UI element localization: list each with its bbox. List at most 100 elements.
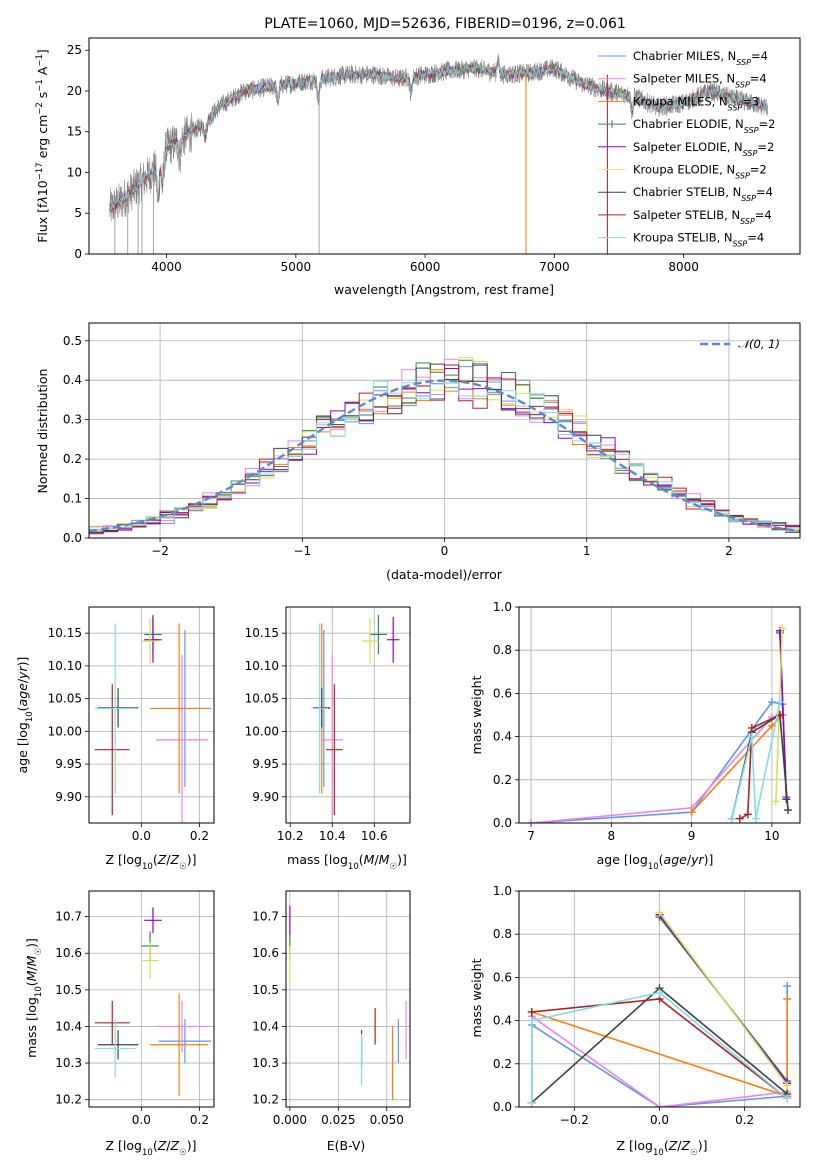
errorbar-point-salpeter_stelib bbox=[94, 684, 130, 816]
mass-weight-marker bbox=[655, 1103, 664, 1107]
x-tick-label: 10 bbox=[764, 829, 779, 843]
hist-ylabel: Normed distribution bbox=[35, 369, 50, 494]
mass-weight-marker bbox=[527, 1016, 536, 1025]
errorbar-point-kroupa_stelib bbox=[94, 623, 136, 794]
y-tick-label: 10.6 bbox=[252, 946, 279, 960]
model-spectrum-kroupa_stelib bbox=[109, 58, 768, 210]
x-tick-label: 0.0 bbox=[132, 829, 151, 843]
errorbar-point-chabrier_miles bbox=[158, 1019, 212, 1064]
figure-title: PLATE=1060, MJD=52636, FIBERID=0196, z=0… bbox=[264, 16, 626, 32]
mwZ-xlabel: Z [log10(Z/Z☉)] bbox=[617, 1138, 708, 1158]
errorbar-point-salpeter_miles bbox=[155, 1000, 209, 1053]
x-tick-label: 0.2 bbox=[735, 1113, 754, 1127]
mass-weight-line-salpeter_stelib bbox=[739, 714, 781, 820]
spectrum-xlabel: wavelength [Angstrom, rest frame] bbox=[334, 282, 554, 297]
massZ-ylabel: mass [log10(M/M☉)] bbox=[24, 938, 44, 1058]
x-tick-label: 4000 bbox=[151, 260, 182, 274]
ageZ-ylabel: age [log10(age/yr)] bbox=[15, 657, 35, 774]
mass-weight-marker bbox=[783, 995, 792, 1003]
y-tick-label: 10.2 bbox=[55, 1093, 82, 1107]
mass-weight-line-kroupa_elodie bbox=[658, 912, 788, 1086]
y-tick-label: 10.7 bbox=[55, 910, 82, 924]
y-tick-label: 0.2 bbox=[493, 1057, 512, 1071]
normal-curve bbox=[89, 379, 800, 533]
y-tick-label: 10.6 bbox=[55, 946, 82, 960]
errorbar-point-chabrier_elodie bbox=[370, 614, 387, 655]
mass-weight-marker bbox=[767, 698, 776, 707]
y-tick-label: 10.3 bbox=[252, 1056, 279, 1070]
mass-weight-marker bbox=[527, 1098, 536, 1107]
y-tick-label: 10.5 bbox=[55, 983, 82, 997]
mass-weight-marker bbox=[735, 814, 744, 823]
y-tick-label: 10.5 bbox=[252, 983, 279, 997]
x-tick-label: 10.6 bbox=[361, 829, 388, 843]
y-tick-label: 9.95 bbox=[252, 757, 279, 771]
spectrum-legend: Chabrier MILES, NSSP=4 Salpeter MILES, NS… bbox=[598, 49, 775, 248]
x-tick-label: 0.025 bbox=[321, 1113, 355, 1127]
y-tick-label: 0.4 bbox=[493, 1014, 512, 1028]
x-tick-label: 9 bbox=[688, 829, 696, 843]
hist-legend-label: 𝒩(0, 1) bbox=[738, 337, 780, 351]
mass-weight-vs-metallicity-panel: −0.2 0.0 0.2 0.0 0.2 0.4 0.6 0.8 1.0 bbox=[493, 884, 801, 1127]
mass-weight-marker bbox=[775, 698, 784, 707]
errorbar-point-kroupa_miles bbox=[150, 993, 209, 1097]
mass-weight-marker bbox=[783, 982, 792, 991]
legend-entry: Chabrier STELIB, NSSP=4 bbox=[633, 185, 773, 203]
mwAge-xlabel: age [log10(age/yr)] bbox=[597, 852, 714, 872]
y-tick-label: 10.00 bbox=[48, 724, 82, 738]
mass-vs-metallicity-panel: 0.0 0.2 10.2 10.3 10.4 10.5 10.6 10.7 bbox=[55, 890, 215, 1127]
y-tick-label: 0.5 bbox=[63, 334, 82, 348]
legend-entry: Kroupa MILES, NSSP=3 bbox=[633, 94, 759, 112]
mass-weight-marker bbox=[747, 732, 756, 741]
mass-weight-marker bbox=[751, 814, 760, 823]
mass-weight-marker bbox=[743, 810, 752, 819]
mass-weight-marker bbox=[778, 624, 787, 633]
y-tick-label: 0.1 bbox=[63, 492, 82, 506]
y-tick-label: 0.3 bbox=[63, 413, 82, 427]
mass-weight-marker bbox=[783, 1081, 792, 1090]
axes-frame bbox=[88, 890, 215, 1108]
y-tick-label: 0.4 bbox=[63, 373, 82, 387]
legend-entry: Salpeter STELIB, NSSP=4 bbox=[633, 208, 772, 226]
x-tick-label: 6000 bbox=[410, 260, 441, 274]
errorbar-point-kroupa_stelib bbox=[94, 1019, 136, 1078]
age-vs-metallicity-panel: 0.0 0.2 9.90 9.95 10.00 10.05 10.10 10.15 bbox=[48, 606, 215, 843]
mass-weight-marker bbox=[527, 819, 536, 823]
x-tick-label: 0.0 bbox=[650, 1113, 669, 1127]
errorbar-point-salpeter_stelib bbox=[325, 684, 343, 816]
x-tick-label: −0.2 bbox=[560, 1113, 589, 1127]
errorbar-point-salpeter_elodie bbox=[144, 907, 162, 934]
y-tick-label: 0.0 bbox=[493, 1100, 512, 1114]
y-tick-label: 10.05 bbox=[48, 692, 82, 706]
mass-weight-marker bbox=[655, 908, 664, 917]
y-tick-label: 0.6 bbox=[493, 970, 512, 984]
y-tick-label: 0.0 bbox=[493, 816, 512, 830]
x-tick-label: 0.050 bbox=[370, 1113, 404, 1127]
y-tick-label: 10.3 bbox=[55, 1056, 82, 1070]
y-tick-label: 0.8 bbox=[493, 643, 512, 657]
legend-entry: Salpeter MILES, NSSP=4 bbox=[633, 72, 767, 90]
y-tick-label: 10.00 bbox=[245, 724, 279, 738]
y-tick-label: 9.95 bbox=[55, 757, 82, 771]
mass-weight-line-chabrier_miles bbox=[530, 701, 783, 823]
x-tick-label: 0.0 bbox=[132, 1113, 151, 1127]
axes-frame bbox=[518, 890, 801, 1108]
x-tick-label: 8 bbox=[608, 829, 616, 843]
y-tick-label: 0.0 bbox=[63, 531, 82, 545]
mass-weight-line-kroupa_stelib bbox=[731, 701, 781, 819]
mass-weight-marker bbox=[527, 1007, 536, 1016]
x-tick-label: 0.2 bbox=[190, 829, 209, 843]
x-tick-label: 2 bbox=[725, 544, 733, 558]
errorbar-point-salpeter_elodie bbox=[386, 616, 400, 663]
massZ-xlabel: Z [log10(Z/Z☉)] bbox=[106, 1138, 197, 1158]
errorbar-point-chabrier_stelib bbox=[97, 1030, 139, 1060]
y-tick-label: 0.2 bbox=[63, 452, 82, 466]
y-tick-label: 0.8 bbox=[493, 927, 512, 941]
x-tick-label: −1 bbox=[293, 544, 311, 558]
ageM-xlabel: mass [log10(M/M☉)] bbox=[287, 852, 407, 872]
x-tick-label: 0.2 bbox=[190, 1113, 209, 1127]
errorbar-point-salpeter_miles bbox=[155, 654, 209, 823]
x-tick-label: 0 bbox=[441, 544, 449, 558]
y-tick-label: 10.10 bbox=[245, 659, 279, 673]
y-tick-label: 10.15 bbox=[245, 626, 279, 640]
